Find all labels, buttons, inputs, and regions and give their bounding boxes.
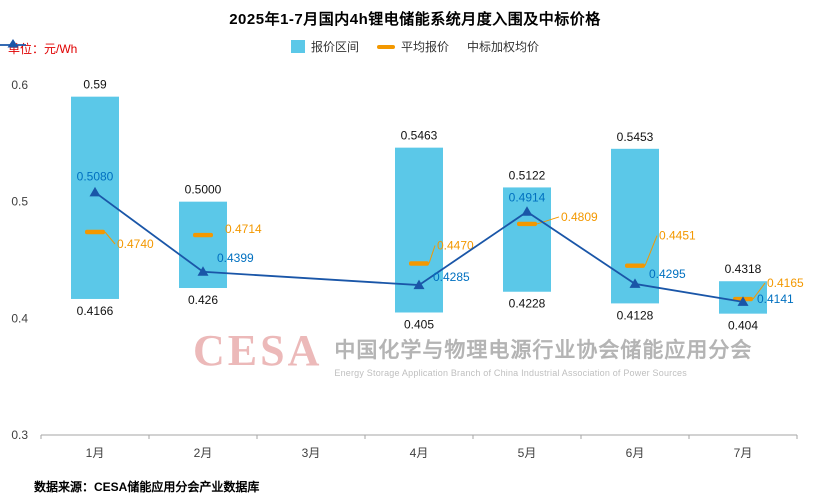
legend-label: 中标加权均价 [467,40,540,54]
weighted-avg-marker [521,206,533,216]
bar-high-label: 0.59 [83,78,107,92]
avg-label-leader [536,216,560,225]
bar-low-label: 0.405 [404,318,434,332]
avg-price-marker [85,229,105,235]
x-tick-label: 5月 [518,446,537,460]
avg-price-marker [517,221,537,227]
y-tick-label: 0.5 [11,195,28,209]
price-range-bar [71,96,119,299]
avg-price-marker [409,261,429,266]
avg-label-leader [428,245,436,264]
bar-low-label: 0.404 [728,319,758,333]
y-tick-label: 0.6 [11,78,28,92]
bar-high-label: 0.5000 [185,183,222,197]
weighted-avg-label: 0.4141 [757,292,794,306]
avg-price-label: 0.4451 [659,229,696,243]
x-tick-label: 4月 [410,446,429,460]
legend-item-price-range: 报价区间 [290,38,359,55]
bar-low-label: 0.426 [188,293,218,307]
x-tick-label: 1月 [86,446,105,460]
weighted-avg-label: 0.5080 [77,169,114,183]
y-tick-label: 0.4 [11,311,28,325]
x-tick-label: 6月 [626,446,645,460]
legend-item-avg-price: 平均报价 [376,38,449,55]
weighted-avg-label: 0.4285 [433,270,470,284]
line-triangle-swatch-icon [0,39,26,48]
y-tick-label: 0.3 [11,428,28,442]
avg-price-label: 0.4740 [117,237,154,251]
avg-price-label: 0.4470 [437,239,474,253]
bar-high-label: 0.5122 [509,168,546,182]
watermark: CESA 中国化学与物理电源行业协会储能应用分会 Energy Storage … [193,326,752,379]
x-tick-label: 2月 [194,446,213,460]
page-title: 2025年1-7月国内4h锂电储能系统月度入围及中标价格 [229,11,601,28]
price-range-bar [503,187,551,292]
watermark-text: 中国化学与物理电源行业协会储能应用分会 Energy Storage Appli… [334,328,752,378]
avg-price-label: 0.4809 [561,210,598,224]
dash-swatch-icon [376,44,395,49]
x-tick-label: 7月 [734,446,753,460]
x-tick-label: 3月 [302,446,321,460]
weighted-avg-line [94,191,744,303]
weighted-avg-label: 0.4399 [217,251,254,265]
weighted-avg-marker [629,278,641,288]
weighted-avg-label: 0.4295 [649,267,686,281]
bar-high-label: 0.5453 [617,130,654,144]
bar-high-label: 0.4318 [725,262,762,276]
avg-price-label: 0.4165 [767,276,804,290]
weighted-avg-marker [737,296,749,306]
avg-price-marker [625,263,645,268]
avg-price-label: 0.4714 [225,222,262,236]
weighted-avg-marker [89,186,101,197]
chart-legend: 报价区间 平均报价 中标加权均价 [0,38,830,55]
bar-swatch-icon [290,40,305,53]
legend-label: 平均报价 [400,40,449,54]
avg-label-leader [104,231,116,245]
legend-label: 报价区间 [310,40,359,54]
watermark-en: Energy Storage Application Branch of Chi… [334,368,687,378]
avg-label-leader [644,235,658,266]
avg-price-marker [193,232,213,238]
data-source-note: 数据来源：CESA储能应用分会产业数据库 [34,480,260,494]
bar-low-label: 0.4128 [617,308,654,322]
bar-low-label: 0.4166 [77,304,114,318]
avg-label-leader [752,282,766,300]
bar-high-label: 0.5463 [401,129,438,143]
watermark-cn: 中国化学与物理电源行业协会储能应用分会 [334,339,753,362]
bar-low-label: 0.4228 [509,297,546,311]
weighted-avg-marker [197,266,209,276]
cesa-logo: CESA [193,326,323,375]
weighted-avg-label: 0.4914 [509,191,546,205]
weighted-avg-marker [413,279,425,290]
legend-item-weighted-avg: 中标加权均价 [0,38,540,55]
price-range-bar [611,148,659,304]
